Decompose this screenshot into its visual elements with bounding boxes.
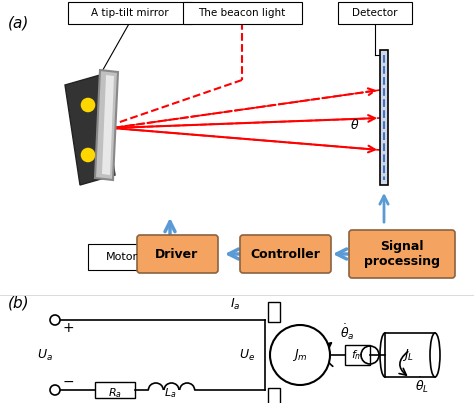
FancyBboxPatch shape (183, 2, 302, 24)
FancyBboxPatch shape (137, 235, 218, 273)
Text: +: + (63, 321, 74, 335)
FancyBboxPatch shape (68, 2, 192, 24)
Circle shape (270, 325, 330, 385)
Circle shape (50, 315, 60, 325)
Ellipse shape (380, 333, 390, 377)
Circle shape (50, 385, 60, 395)
FancyBboxPatch shape (95, 382, 135, 398)
Text: $f_m$: $f_m$ (351, 348, 364, 362)
Polygon shape (65, 75, 115, 185)
Text: Detector: Detector (352, 8, 398, 18)
Text: $\theta$: $\theta$ (350, 118, 359, 132)
FancyBboxPatch shape (240, 235, 331, 273)
Text: $L_a$: $L_a$ (164, 386, 176, 400)
Text: The beacon light: The beacon light (199, 8, 286, 18)
Text: −: − (63, 375, 74, 389)
Text: $\dot{\theta}_L$: $\dot{\theta}_L$ (415, 375, 429, 395)
Polygon shape (95, 70, 118, 180)
Bar (268, 388, 280, 403)
Ellipse shape (430, 333, 440, 377)
Polygon shape (102, 75, 114, 175)
FancyBboxPatch shape (338, 2, 412, 24)
Polygon shape (380, 50, 388, 185)
Circle shape (80, 97, 96, 113)
Text: Signal
processing: Signal processing (364, 240, 440, 268)
Text: $I_a$: $I_a$ (230, 297, 240, 312)
Text: A tip-tilt mirror: A tip-tilt mirror (91, 8, 169, 18)
Bar (385, 333, 435, 377)
Text: (b): (b) (8, 295, 29, 310)
Text: $U_e$: $U_e$ (239, 347, 255, 363)
Text: $\dot{\theta}_a$: $\dot{\theta}_a$ (340, 322, 355, 342)
Text: (a): (a) (8, 15, 29, 30)
Circle shape (80, 147, 96, 163)
Text: $U_a$: $U_a$ (37, 347, 53, 363)
Text: $J_L$: $J_L$ (402, 347, 414, 363)
FancyBboxPatch shape (345, 345, 370, 365)
FancyBboxPatch shape (349, 230, 455, 278)
Bar (268, 302, 280, 322)
Text: $J_m$: $J_m$ (292, 347, 308, 363)
Text: Driver: Driver (155, 247, 199, 260)
Text: $R_a$: $R_a$ (108, 386, 122, 400)
Text: Motor: Motor (106, 252, 138, 262)
FancyBboxPatch shape (88, 244, 157, 270)
Text: Controller: Controller (250, 247, 320, 260)
